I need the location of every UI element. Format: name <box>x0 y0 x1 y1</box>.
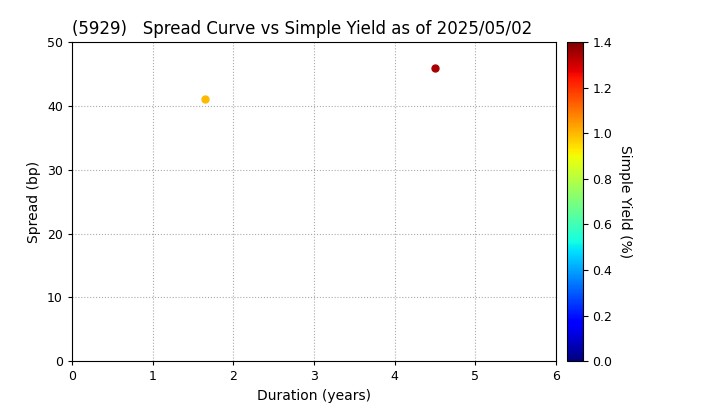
X-axis label: Duration (years): Duration (years) <box>257 389 371 403</box>
Y-axis label: Simple Yield (%): Simple Yield (%) <box>618 145 631 258</box>
Point <box>199 96 211 103</box>
Point <box>429 64 441 71</box>
Y-axis label: Spread (bp): Spread (bp) <box>27 160 42 243</box>
Text: (5929)   Spread Curve vs Simple Yield as of 2025/05/02: (5929) Spread Curve vs Simple Yield as o… <box>72 20 532 38</box>
